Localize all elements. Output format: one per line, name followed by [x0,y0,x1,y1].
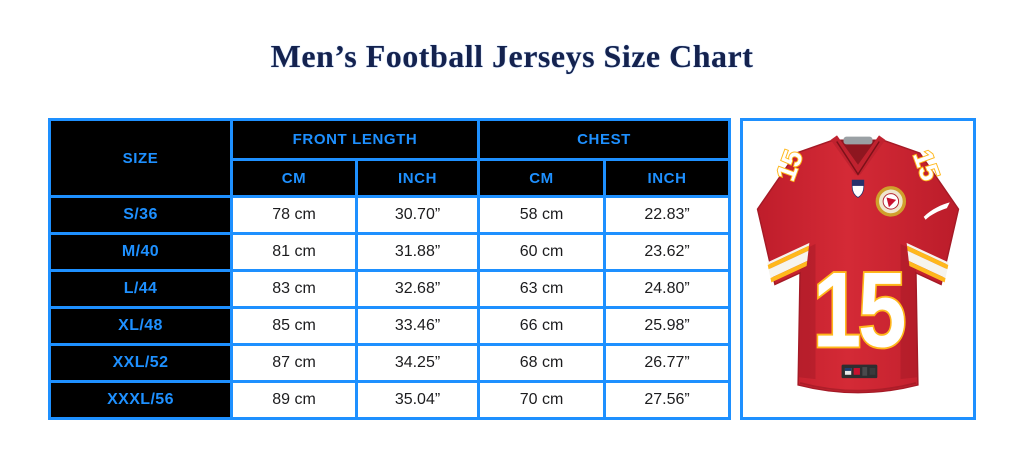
jersey-panel: 15 15 15 [740,118,977,420]
column-header-front-cm: CM [230,158,358,199]
front-length-cm-value: 85 cm [230,306,358,346]
chest-cm-value: 63 cm [477,269,607,310]
size-label: M/40 [48,232,233,273]
chest-inch-value: 27.56” [603,379,732,421]
chest-cm-value: 70 cm [477,379,607,421]
table-row: XXL/52 87 cm 34.25” 68 cm 26.77” [48,342,732,383]
chest-cm-value: 60 cm [477,232,607,273]
table-row: S/36 78 cm 30.70” 58 cm 22.83” [48,195,732,236]
jersey-product-image: 15 15 15 [755,135,961,394]
size-chart-table: SIZE FRONT LENGTH CHEST CM INCH CM INCH … [48,117,732,421]
chest-inch-value: 23.62” [603,232,732,273]
chest-inch-value: 24.80” [603,269,732,310]
collar-gray-strip [843,136,873,145]
front-length-cm-value: 81 cm [230,232,358,273]
chest-inch-value: 22.83” [603,195,732,236]
column-header-front-inch: INCH [354,158,481,199]
collar-edge [836,141,880,176]
mesh-panel-left [799,243,816,380]
front-length-inch-value: 30.70” [354,195,481,236]
column-header-chest-cm: CM [477,158,607,199]
chest-inch-value: 26.77” [603,342,732,383]
front-length-inch-value: 31.88” [354,232,481,273]
mesh-panel-right [900,243,917,380]
size-label: S/36 [48,195,233,236]
size-label: L/44 [48,269,233,310]
nike-swoosh-icon [923,202,950,220]
front-length-cm-value: 89 cm [230,379,358,421]
chest-number: 15 [813,250,905,369]
chest-cm-value: 66 cm [477,306,607,346]
table-row: XXXL/56 89 cm 35.04” 70 cm 27.56” [48,379,732,421]
page-title: Men’s Football Jerseys Size Chart [270,38,754,74]
chest-cm-value: 58 cm [477,195,607,236]
content-area: SIZE FRONT LENGTH CHEST CM INCH CM INCH … [48,117,977,421]
column-header-chest-inch: INCH [603,158,732,199]
front-length-inch-value: 32.68” [354,269,481,310]
size-label: XXXL/56 [48,379,233,421]
table-row: XL/48 85 cm 33.46” 66 cm 25.98” [48,306,732,346]
front-length-cm-value: 83 cm [230,269,358,310]
size-label: XL/48 [48,306,233,346]
hem-shadow [799,382,917,392]
front-length-cm-value: 78 cm [230,195,358,236]
front-length-inch-value: 35.04” [354,379,481,421]
column-group-front-length: FRONT LENGTH [229,117,481,162]
chest-cm-value: 68 cm [477,342,607,383]
jock-tag [841,364,878,379]
front-length-cm-value: 87 cm [230,342,358,383]
nfl-shield-logo [851,179,865,198]
collar-interior [834,139,882,173]
front-length-inch-value: 33.46” [354,306,481,346]
chest-patch [875,186,907,217]
table-row: M/40 81 cm 31.88” 60 cm 23.62” [48,232,732,273]
chest-inch-value: 25.98” [603,306,732,346]
jersey-body [756,138,960,394]
column-header-size: SIZE [48,117,233,199]
front-length-inch-value: 34.25” [354,342,481,383]
size-label: XXL/52 [48,342,233,383]
table-row: L/44 83 cm 32.68” 63 cm 24.80” [48,269,732,310]
column-group-chest: CHEST [477,117,732,162]
